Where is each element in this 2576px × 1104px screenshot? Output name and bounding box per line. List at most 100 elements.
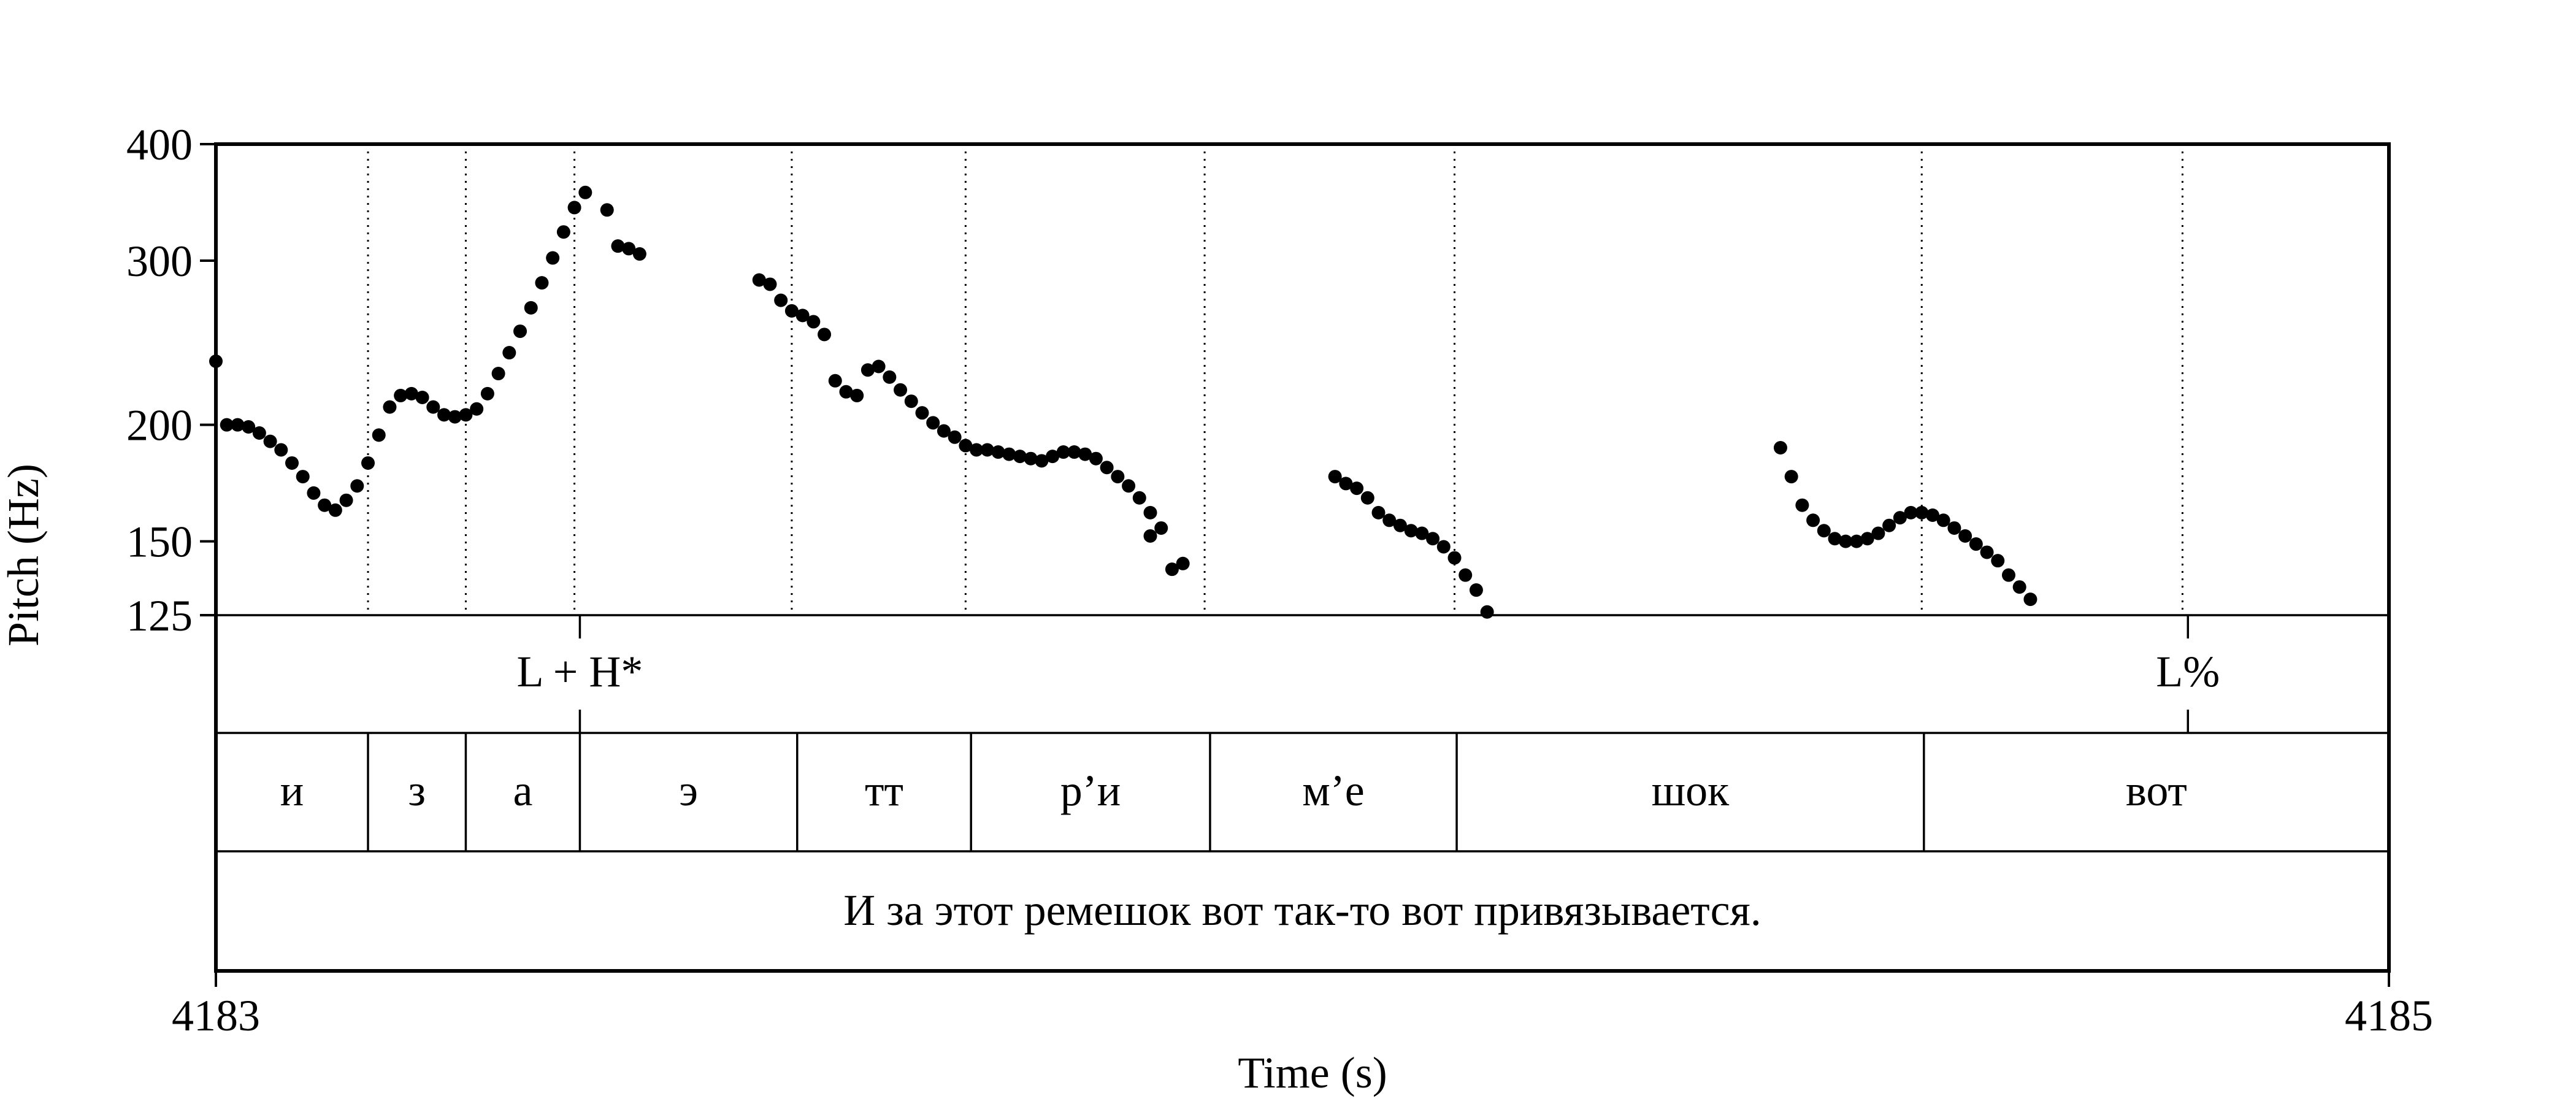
pitch-point-2-15 <box>904 394 918 408</box>
pitch-point-2-36 <box>1132 491 1146 505</box>
pitch-point-1-30 <box>524 301 538 315</box>
pitch-point-4-15 <box>1480 605 1494 619</box>
segment-label-8: шок <box>1652 766 1730 815</box>
plot-frame <box>214 142 2391 973</box>
pitch-point-1-15 <box>361 456 375 470</box>
pitch-point-2-6 <box>807 315 821 329</box>
segment-label-1: и <box>280 766 304 815</box>
pitch-point-5-19 <box>1969 537 1983 551</box>
x-tick-label-2: 4185 <box>2345 991 2433 1040</box>
pitch-point-4-7 <box>1393 518 1407 532</box>
pitch-point-1-12 <box>328 503 342 517</box>
pitch-point-5-17 <box>1947 521 1961 535</box>
pitch-point-2-2 <box>763 277 777 291</box>
pitch-point-4-8 <box>1404 524 1418 538</box>
pitch-point-5-3 <box>1795 498 1809 512</box>
pitch-point-1-23 <box>448 410 462 424</box>
pitch-point-4-10 <box>1426 532 1440 546</box>
pitch-point-1-25 <box>470 402 484 416</box>
pitch-point-1-32 <box>546 251 560 265</box>
pitch-point-1-24 <box>459 408 473 422</box>
y-tick-label-4: 300 <box>126 237 193 286</box>
pitch-point-1-26 <box>480 386 494 401</box>
segment-label-2: з <box>408 766 426 815</box>
pitch-point-1-17 <box>383 400 397 414</box>
pitch-point-2-37 <box>1143 505 1157 519</box>
pitch-point-1-16 <box>372 428 386 442</box>
pitch-point-5-24 <box>2023 592 2037 607</box>
pitch-point-1-34 <box>567 201 581 215</box>
pitch-point-2-35 <box>1122 479 1136 493</box>
pitch-point-1-22 <box>437 408 451 422</box>
pitch-point-5-14 <box>1915 505 1929 519</box>
pitch-point-2-1 <box>752 273 766 287</box>
pitch-point-4-11 <box>1436 540 1451 554</box>
pitch-point-1-11 <box>318 498 332 512</box>
pitch-point-2-8 <box>828 374 842 388</box>
pitch-point-1-38 <box>622 242 636 256</box>
pitch-point-2-32 <box>1089 451 1103 466</box>
pitch-point-5-20 <box>1980 545 1994 559</box>
y-tick-label-5: 400 <box>126 120 193 169</box>
pitch-point-5-1 <box>1773 441 1787 455</box>
pitch-point-1-6 <box>263 434 277 448</box>
pitch-point-1-4 <box>242 420 256 434</box>
pitch-point-5-16 <box>1936 513 1950 527</box>
segment-label-4: э <box>679 766 698 815</box>
segment-label-5: тт <box>865 766 903 815</box>
pitch-point-2-13 <box>883 370 897 384</box>
pitch-point-4-4 <box>1360 491 1374 505</box>
pitch-point-5-9 <box>1860 532 1874 546</box>
pitch-point-4-6 <box>1382 513 1397 527</box>
pitch-point-1-13 <box>339 493 353 507</box>
pitch-point-4-2 <box>1339 477 1353 491</box>
tone-label-2: L% <box>2156 647 2220 696</box>
pitch-point-2-24 <box>1002 447 1016 461</box>
pitch-point-2-31 <box>1078 447 1092 461</box>
pitch-point-2-25 <box>1013 450 1027 464</box>
pitch-point-1-29 <box>513 324 527 339</box>
pitch-point-1-33 <box>556 225 570 239</box>
annotation-tiers: L + H* L% и з а э тт р’и м’е шок вот И за этот реме… <box>214 142 2391 973</box>
pitch-point-4-12 <box>1447 551 1462 565</box>
segment-label-6: р’и <box>1060 766 1121 815</box>
pitch-point-2-9 <box>839 385 853 399</box>
pitch-point-1-10 <box>307 486 321 500</box>
pitch-point-1-20 <box>415 390 429 404</box>
pitch-point-1-7 <box>274 443 288 457</box>
x-tick-label-1: 4183 <box>172 991 260 1040</box>
pitch-point-2-34 <box>1111 470 1125 484</box>
pitch-point-3-1 <box>1143 529 1157 543</box>
segment-label-7: м’е <box>1302 766 1365 815</box>
segment-label-3: а <box>513 766 532 815</box>
pitch-point-3-3 <box>1165 562 1179 577</box>
pitch-point-1-36 <box>600 203 614 217</box>
pitch-point-5-18 <box>1958 529 1972 543</box>
pitch-point-2-33 <box>1100 461 1114 475</box>
pitch-point-2-4 <box>784 304 799 318</box>
pitch-point-2-10 <box>850 388 864 402</box>
pitch-point-2-17 <box>926 416 940 430</box>
pitch-point-2-11 <box>861 363 875 377</box>
pitch-point-1-8 <box>285 456 299 470</box>
pitch-point-4-14 <box>1469 583 1483 597</box>
pitch-point-1-9 <box>296 470 310 484</box>
pitch-point-2-21 <box>970 443 984 457</box>
pitch-point-2-22 <box>980 443 994 457</box>
pitch-point-1-21 <box>426 400 440 414</box>
pitch-point-5-23 <box>2012 580 2026 594</box>
pitch-point-1-18 <box>394 388 408 402</box>
pitch-point-5-22 <box>2001 568 2015 582</box>
pitch-point-2-27 <box>1035 454 1049 468</box>
pitch-point-4-3 <box>1350 481 1364 496</box>
y-axis-label: Pitch (Hz) <box>0 464 48 646</box>
pitch-point-5-11 <box>1882 518 1896 532</box>
pitch-point-5-13 <box>1904 505 1918 519</box>
pitch-point-2-28 <box>1046 450 1060 464</box>
pitch-point-2-20 <box>959 439 973 453</box>
pitch-plot-area <box>209 144 2183 619</box>
pitch-point-5-5 <box>1817 524 1831 538</box>
y-tick-label-1: 125 <box>126 591 193 640</box>
tone-label-1: L + H* <box>516 647 643 696</box>
